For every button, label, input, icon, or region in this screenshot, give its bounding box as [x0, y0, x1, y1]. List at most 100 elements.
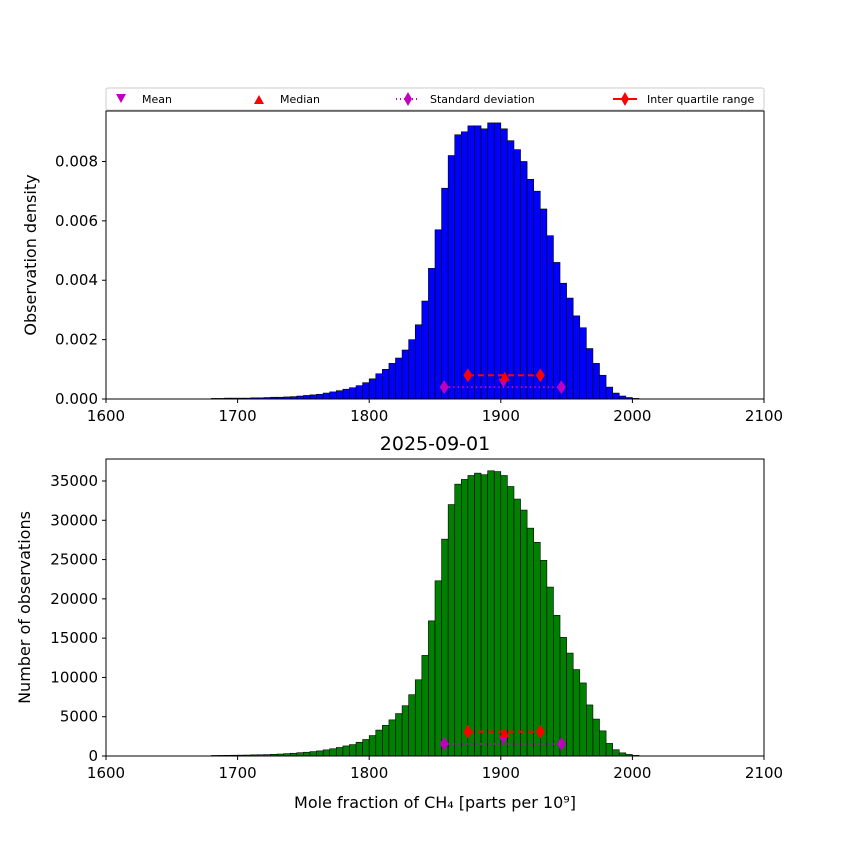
- top-stat-markers: [439, 368, 566, 395]
- top-bar: [408, 339, 416, 400]
- top-bar: [513, 149, 521, 400]
- bottom-median-marker: [499, 728, 510, 738]
- bottom-iqr-high-marker: [535, 724, 545, 739]
- bottom-bar: [303, 751, 311, 757]
- bottom-bar: [467, 475, 475, 757]
- top-bar: [526, 178, 534, 400]
- bottom-bar: [599, 730, 607, 757]
- legend-iqr-label: Inter quartile range: [647, 93, 754, 106]
- top-bar: [309, 394, 317, 400]
- top-bar: [335, 390, 344, 400]
- top-bar: [599, 374, 607, 400]
- bottom-bar: [566, 652, 574, 757]
- bottom-bar: [421, 655, 429, 757]
- top-bars: [210, 122, 640, 400]
- top-bar: [507, 140, 515, 400]
- bottom-bar: [612, 749, 620, 757]
- top-bar: [447, 155, 456, 400]
- bottom-x-tick-label: 1700: [219, 764, 257, 782]
- top-bar: [329, 391, 337, 400]
- bottom-bar: [368, 735, 377, 757]
- bottom-std-high-marker: [556, 736, 566, 751]
- top-bar: [349, 387, 357, 400]
- legend-median-marker: [254, 95, 264, 104]
- bottom-bar: [480, 474, 488, 757]
- top-bar: [586, 348, 594, 400]
- bottom-y-tick-label: 15000: [50, 629, 98, 647]
- bottom-x-axis-label: Mole fraction of CH₄ [parts per 10⁹]: [294, 793, 576, 812]
- bottom-y-tick-label: 20000: [50, 590, 98, 608]
- top-bar: [500, 128, 508, 400]
- bottom-bar: [388, 719, 396, 757]
- bottom-bar: [500, 475, 508, 757]
- top-bar: [480, 128, 488, 400]
- top-bar: [434, 229, 442, 400]
- top-std-low-marker: [439, 380, 449, 395]
- top-bar: [368, 378, 377, 400]
- bottom-bar: [526, 527, 534, 757]
- bottom-bar: [586, 704, 594, 757]
- bottom-bar: [382, 725, 390, 757]
- top-bar: [493, 122, 502, 400]
- top-bar: [612, 392, 620, 400]
- bottom-y-tick-label: 35000: [50, 472, 98, 490]
- bottom-std-low-marker: [439, 736, 449, 751]
- bottom-histogram-panel: 2025-09-01 1600 1700 1800 1900 2000 2100 0 500…: [15, 433, 783, 812]
- bottom-bar: [520, 509, 528, 757]
- bottom-bar: [355, 741, 363, 757]
- bottom-y-tick-label: 10000: [50, 668, 98, 686]
- bottom-stat-markers: [439, 724, 566, 751]
- legend-iqr-marker: [613, 92, 637, 106]
- top-x-tick-label: 1600: [87, 407, 125, 425]
- top-y-ticks: 0.000 0.002 0.004 0.006 0.008: [55, 152, 106, 408]
- bottom-bar: [572, 669, 581, 757]
- bottom-bar: [414, 679, 423, 757]
- bottom-bar: [507, 486, 515, 757]
- bottom-bar: [428, 620, 436, 757]
- legend: Mean Median Standard deviation Inter qua…: [105, 87, 765, 111]
- top-y-axis-label: Observation density: [21, 174, 40, 335]
- top-x-tick-label: 2100: [745, 407, 783, 425]
- top-bar: [316, 393, 324, 400]
- top-mean-marker: [498, 378, 509, 388]
- bottom-y-ticks: 0 5000 10000 15000 20000 25000 30000 35000: [50, 472, 106, 765]
- bottom-bar: [362, 739, 370, 757]
- top-bar: [421, 300, 429, 400]
- bottom-bar: [408, 694, 416, 757]
- legend-std-label: Standard deviation: [430, 93, 535, 106]
- top-bar: [401, 349, 409, 400]
- bottom-bar: [533, 541, 541, 757]
- bottom-chart-title: 2025-09-01: [380, 433, 490, 455]
- top-bar: [388, 363, 396, 400]
- top-bar: [342, 388, 350, 400]
- top-x-tick-label: 2000: [613, 407, 651, 425]
- bottom-bar: [441, 538, 449, 757]
- bottom-bar: [316, 750, 324, 757]
- top-x-tick-label: 1800: [350, 407, 388, 425]
- top-bar: [566, 297, 574, 400]
- top-bar: [487, 122, 495, 400]
- bottom-mean-marker: [498, 735, 509, 745]
- bottom-bar: [342, 745, 350, 757]
- bottom-bar: [579, 682, 587, 757]
- legend-median-label: Median: [280, 93, 320, 106]
- bottom-bar: [434, 580, 442, 757]
- top-bar: [395, 357, 403, 400]
- top-bar: [579, 327, 587, 400]
- bottom-bar: [493, 471, 502, 757]
- bottom-bar: [375, 729, 383, 757]
- bottom-y-tick-label: 5000: [60, 708, 98, 726]
- top-bar: [533, 190, 541, 400]
- bottom-bars: [210, 470, 640, 757]
- bottom-y-axis-label: Number of observations: [15, 511, 34, 704]
- legend-mean-marker: [116, 94, 126, 103]
- top-y-tick-label: 0.002: [55, 331, 98, 349]
- top-bar: [414, 324, 423, 400]
- top-bar: [355, 385, 363, 400]
- top-x-ticks: 1600 1700 1800 1900 2000 2100: [87, 399, 783, 425]
- top-bar: [546, 235, 554, 400]
- top-bar: [382, 369, 390, 400]
- bottom-bar: [329, 748, 337, 757]
- top-y-tick-label: 0.008: [55, 152, 98, 170]
